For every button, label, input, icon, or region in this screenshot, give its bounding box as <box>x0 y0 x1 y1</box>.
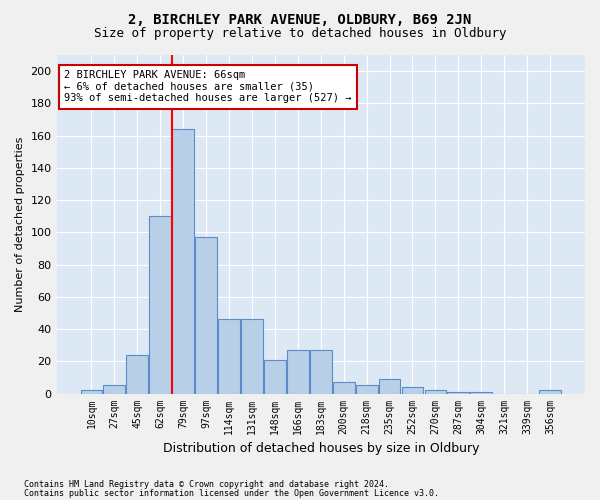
Bar <box>287 350 309 394</box>
Bar <box>218 320 240 394</box>
Bar <box>264 360 286 394</box>
Text: Contains public sector information licensed under the Open Government Licence v3: Contains public sector information licen… <box>24 488 439 498</box>
Bar <box>401 387 424 394</box>
Bar <box>195 237 217 394</box>
Bar <box>310 350 332 394</box>
Y-axis label: Number of detached properties: Number of detached properties <box>15 136 25 312</box>
Bar <box>539 390 561 394</box>
Bar <box>172 129 194 394</box>
Bar <box>103 386 125 394</box>
Text: 2 BIRCHLEY PARK AVENUE: 66sqm
← 6% of detached houses are smaller (35)
93% of se: 2 BIRCHLEY PARK AVENUE: 66sqm ← 6% of de… <box>64 70 352 103</box>
Bar <box>80 390 103 394</box>
Bar <box>356 386 377 394</box>
Bar <box>425 390 446 394</box>
Bar <box>149 216 171 394</box>
Bar <box>241 320 263 394</box>
Text: 2, BIRCHLEY PARK AVENUE, OLDBURY, B69 2JN: 2, BIRCHLEY PARK AVENUE, OLDBURY, B69 2J… <box>128 12 472 26</box>
Bar <box>379 379 400 394</box>
Bar <box>448 392 469 394</box>
Bar <box>127 355 148 394</box>
X-axis label: Distribution of detached houses by size in Oldbury: Distribution of detached houses by size … <box>163 442 479 455</box>
Bar <box>470 392 492 394</box>
Text: Size of property relative to detached houses in Oldbury: Size of property relative to detached ho… <box>94 28 506 40</box>
Text: Contains HM Land Registry data © Crown copyright and database right 2024.: Contains HM Land Registry data © Crown c… <box>24 480 389 489</box>
Bar <box>333 382 355 394</box>
